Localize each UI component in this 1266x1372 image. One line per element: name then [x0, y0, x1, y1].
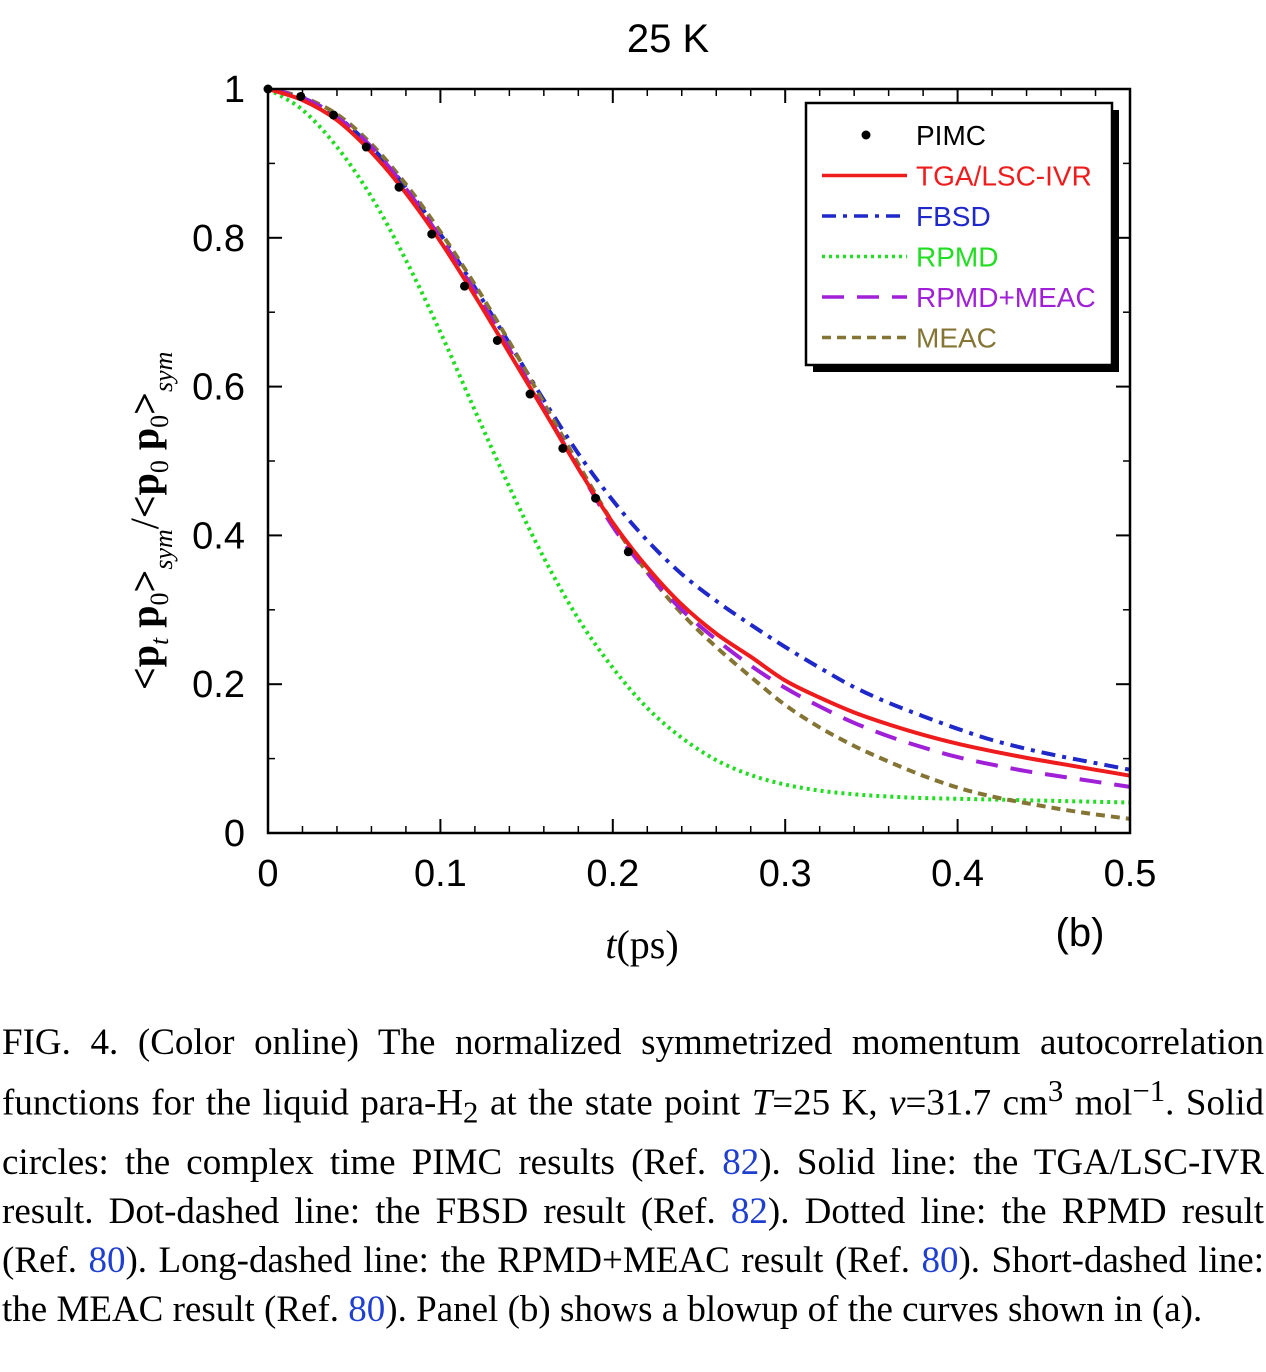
- y-tick-label: 0: [224, 813, 245, 855]
- caption-text: at the state point: [478, 1082, 752, 1124]
- legend-marker-pimc: [861, 130, 871, 140]
- reference-link[interactable]: 82: [722, 1141, 760, 1183]
- data-point-pimc: [623, 547, 633, 557]
- caption-superscript: 3: [1047, 1074, 1064, 1108]
- legend-label-fbsd: FBSD: [916, 201, 991, 232]
- caption-text: =25 K,: [772, 1082, 890, 1124]
- tick-labels: 0 0.1 0.2 0.3 0.4 0.5 0 0.2 0.4 0.6 0.8 1: [192, 69, 1156, 895]
- reference-link[interactable]: 82: [730, 1190, 768, 1232]
- data-point-pimc: [329, 110, 339, 120]
- x-tick-label: 0.5: [1104, 853, 1157, 895]
- y-tick-label: 0.4: [192, 515, 245, 557]
- plot-frame: [266, 87, 1132, 835]
- legend: PIMC TGA/LSC-IVR FBSD RPMD RPMD+MEAC MEAC: [804, 101, 1119, 372]
- series-line-rpmd: [266, 87, 1131, 805]
- y-tick-label: 0.6: [192, 367, 245, 409]
- y-axis-label: <pt p0>sym/<p0 p0>sym: [122, 352, 178, 690]
- data-series: [263, 84, 1131, 821]
- data-point-pimc: [525, 389, 535, 399]
- caption-var-v: v: [889, 1082, 906, 1124]
- caption-text: ). Dotted line: the RPMD result (Ref.: [2, 1190, 1264, 1281]
- reference-link[interactable]: 80: [348, 1288, 386, 1330]
- legend-label-rpmd-meac: RPMD+MEAC: [916, 282, 1096, 313]
- series-line-tga-lsc-ivr: [267, 87, 1131, 778]
- caption-text: =31.7 cm: [905, 1082, 1048, 1124]
- panel-label: (b): [1056, 911, 1105, 955]
- reference-link[interactable]: 80: [88, 1239, 126, 1281]
- caption-text: ). Panel (b) shows a blowup of the curve…: [385, 1288, 1203, 1330]
- series-line-meac: [267, 87, 1131, 821]
- legend-label-meac: MEAC: [916, 323, 997, 354]
- figure-caption: FIG. 4. (Color online) The normalized sy…: [2, 1018, 1264, 1334]
- caption-text: ). Long-dashed line: the RPMD+MEAC resul…: [125, 1239, 922, 1281]
- data-point-pimc: [427, 229, 437, 239]
- chart-svg: 25 K 0 0.1 0.2 0.3 0.4 0.5 0 0.2 0.4 0.6 0.8 1 <pt …: [122, 17, 1156, 967]
- reference-link[interactable]: 80: [921, 1239, 959, 1281]
- caption-subscript: 2: [463, 1095, 479, 1130]
- x-tick-label: 0.3: [759, 853, 812, 895]
- legend-box: [804, 101, 1114, 367]
- y-tick-label: 1: [224, 69, 245, 111]
- chart-title: 25 K: [627, 17, 710, 61]
- y-tick-label: 0.2: [192, 664, 245, 706]
- legend-label-pimc: PIMC: [916, 120, 986, 151]
- x-tick-label: 0.4: [931, 853, 984, 895]
- caption-text: ). Short-dashed line: the MEAC result (R…: [2, 1239, 1264, 1330]
- caption-text: FIG. 4. (Color online) The normalized sy…: [2, 1022, 1264, 1124]
- legend-label-tga-lsc-ivr: TGA/LSC-IVR: [916, 161, 1092, 192]
- x-tick-label: 0.2: [586, 853, 639, 895]
- caption-text: . Solid circles: the complex time PIMC r…: [2, 1082, 1265, 1183]
- x-tick-label: 0: [257, 853, 278, 895]
- caption-text: mol: [1063, 1082, 1133, 1124]
- legend-label-rpmd: RPMD: [916, 242, 998, 273]
- data-point-pimc: [591, 493, 601, 503]
- data-point-pimc: [361, 142, 371, 152]
- data-point-pimc: [558, 443, 568, 453]
- x-axis-label: t(ps): [605, 922, 678, 967]
- data-point-pimc: [460, 281, 470, 291]
- caption-superscript: −1: [1132, 1074, 1166, 1108]
- svg-text:<pt p0>sym/<p0 p0>sym: <pt p0>sym/<p0 p0>sym: [122, 352, 178, 690]
- y-tick-label: 0.8: [192, 218, 245, 260]
- caption-text: ). Solid line: the TGA/LSC-IVR result. D…: [2, 1141, 1264, 1232]
- data-point-pimc: [296, 91, 306, 101]
- data-point-pimc: [492, 335, 502, 345]
- caption-var-T: T: [751, 1082, 773, 1124]
- series-line-rpmd-meac: [267, 87, 1131, 789]
- x-tick-label: 0.1: [414, 853, 467, 895]
- data-point-pimc: [394, 182, 404, 192]
